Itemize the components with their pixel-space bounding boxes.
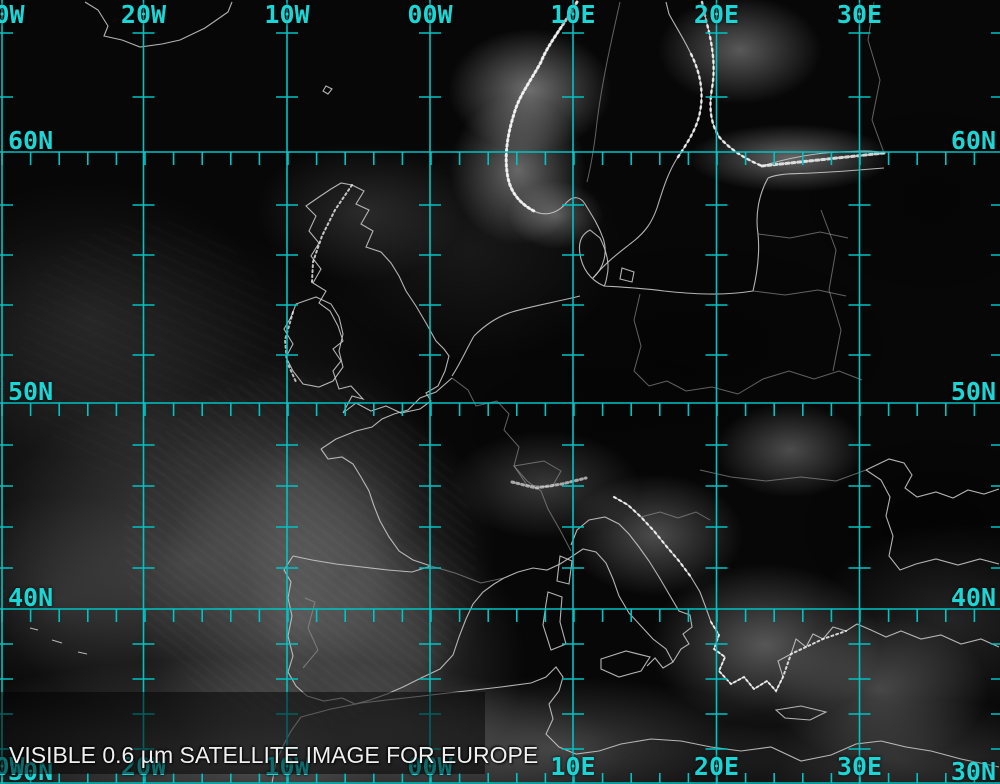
coastline-sardinia xyxy=(542,591,567,651)
border-carpathians xyxy=(737,370,863,395)
border-baltics xyxy=(752,231,849,297)
coastline-faroe xyxy=(322,85,333,95)
coastline-ireland xyxy=(283,296,344,388)
snow-gulf-of-finland xyxy=(760,151,886,168)
snow-ireland-coast xyxy=(283,311,297,383)
caption-title: VISIBLE 0.6 µm SATELLITE IMAGE FOR EUROP… xyxy=(9,742,539,768)
coastline-zealand xyxy=(619,267,635,283)
border-poland-east xyxy=(820,209,842,372)
border-central-europe xyxy=(633,293,739,395)
border-spain-portugal xyxy=(302,597,319,669)
coastline-turkey-aegean xyxy=(856,623,1000,648)
border-switzerland xyxy=(513,460,562,488)
coastline-north-africa xyxy=(300,666,1000,768)
coastline-biscay xyxy=(320,448,432,567)
coastline-crete xyxy=(774,705,828,721)
coastline-france-med xyxy=(503,556,572,579)
snow-greece-coast xyxy=(710,621,847,693)
caption-background xyxy=(0,692,485,774)
border-france-east xyxy=(451,377,572,552)
coastline-denmark xyxy=(578,229,609,287)
coastline-sicily xyxy=(600,650,651,678)
caption: VISIBLE 0.6 µm SATELLITE IMAGE FOR EUROP… xyxy=(9,694,538,784)
coastline-italy-west xyxy=(570,548,674,669)
snow-croatia-coast xyxy=(612,495,693,579)
coastline-italy-east xyxy=(570,516,693,663)
border-pyrenees xyxy=(430,565,505,584)
coastline-azores xyxy=(29,627,88,655)
coastline-germany xyxy=(473,295,581,337)
coastline-iceland xyxy=(84,1,233,48)
snow-alps xyxy=(510,476,588,490)
border-finland-russia xyxy=(867,1,885,154)
snow-norway-coast xyxy=(504,0,579,214)
border-norway-sweden xyxy=(586,1,621,183)
coastline-corsica xyxy=(556,555,573,585)
border-danube xyxy=(699,469,867,482)
coastline-estonia xyxy=(767,167,885,179)
coastline-netherlands xyxy=(451,335,475,377)
coastline-channel xyxy=(320,377,453,450)
coastline-blacksea-north xyxy=(865,458,1000,499)
coastline-baltic-south xyxy=(603,285,754,295)
coastline-blacksea-west xyxy=(865,469,1000,571)
snow-scotland-coast xyxy=(311,184,353,283)
border-balkans xyxy=(640,511,711,521)
coastline-spain-north xyxy=(292,555,432,573)
snow-bothnia-coast xyxy=(676,0,764,168)
